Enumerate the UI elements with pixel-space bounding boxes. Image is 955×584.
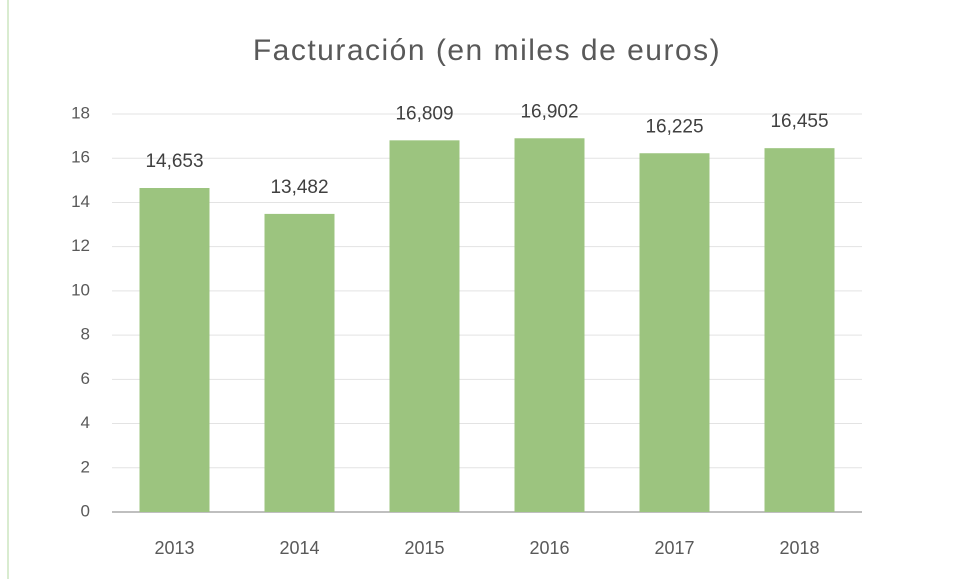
chart-title: Facturación (en miles de euros) bbox=[253, 34, 721, 67]
data-label: 16,225 bbox=[645, 116, 703, 137]
bar bbox=[764, 148, 835, 512]
y-tick-label: 18 bbox=[71, 103, 90, 122]
y-tick-label: 6 bbox=[81, 369, 90, 388]
bar bbox=[389, 140, 460, 512]
y-tick-label: 14 bbox=[71, 192, 90, 211]
y-tick-label: 8 bbox=[81, 325, 90, 344]
x-tick-label: 2014 bbox=[279, 538, 319, 558]
y-tick-label: 4 bbox=[81, 413, 90, 432]
x-tick-label: 2017 bbox=[654, 538, 694, 558]
x-tick-label: 2015 bbox=[404, 538, 444, 558]
y-tick-label: 16 bbox=[71, 148, 90, 167]
data-label: 14,653 bbox=[145, 151, 203, 172]
y-tick-label: 12 bbox=[71, 236, 90, 255]
bar bbox=[514, 138, 585, 512]
y-tick-label: 2 bbox=[81, 457, 90, 476]
x-tick-label: 2013 bbox=[154, 538, 194, 558]
data-label: 16,902 bbox=[520, 101, 578, 122]
x-tick-label: 2016 bbox=[529, 538, 569, 558]
data-label: 16,809 bbox=[395, 103, 453, 124]
x-tick-label: 2018 bbox=[779, 538, 819, 558]
data-label: 13,482 bbox=[270, 177, 328, 198]
y-tick-label: 10 bbox=[71, 280, 90, 299]
bar bbox=[639, 153, 710, 512]
y-tick-label: 0 bbox=[81, 501, 90, 520]
data-label: 16,455 bbox=[770, 111, 828, 132]
bar bbox=[139, 188, 210, 512]
bar bbox=[264, 213, 335, 512]
